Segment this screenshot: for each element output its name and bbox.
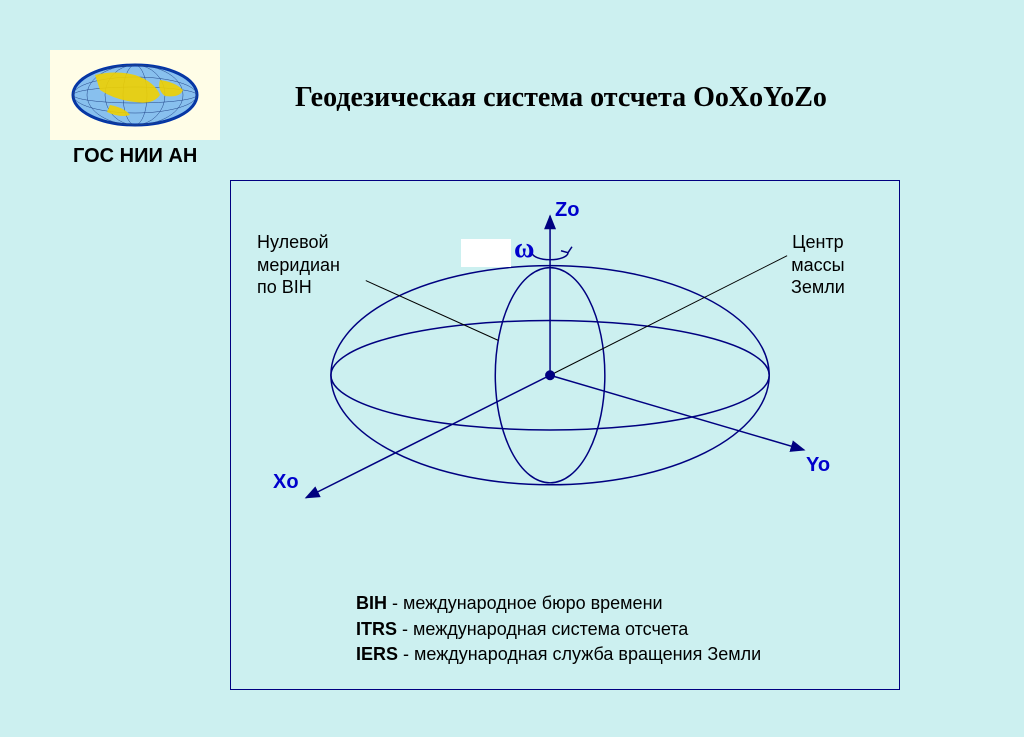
meridian-annotation: Нулевой меридиан по BIH <box>257 231 340 299</box>
page-title: Геодезическая система отсчета OoXoYoZo <box>295 82 827 114</box>
omega-bg-patch <box>461 239 511 267</box>
axis-x-text: Xo <box>273 471 299 493</box>
logo-caption: ГОС НИИ АН <box>73 145 197 168</box>
legend-desc-iers: - международная служба вращения Земли <box>398 644 761 664</box>
legend-term-bih: BIH <box>356 593 387 613</box>
meridian-line3: по BIH <box>257 276 340 299</box>
meridian-line1: Нулевой <box>257 231 340 254</box>
globe-icon <box>65 60 205 130</box>
logo-globe <box>50 50 220 140</box>
legend-term-iers: IERS <box>356 644 398 664</box>
axis-y-text: Yo <box>806 454 830 476</box>
axis-z-label: Zo <box>555 199 579 222</box>
legend: BIH - международное бюро времени ITRS - … <box>356 591 761 667</box>
legend-row-itrs: ITRS - международная система отсчета <box>356 617 761 642</box>
cm-line3: Земли <box>791 276 845 299</box>
axis-x-label: Xo <box>273 471 299 494</box>
axis-y-label: Yo <box>806 454 830 477</box>
legend-desc-bih: - международное бюро времени <box>387 593 663 613</box>
omega-text: ω <box>514 233 534 264</box>
cm-line2: массы <box>791 254 845 277</box>
center-mass-annotation: Центр массы Земли <box>791 231 845 299</box>
omega-label: ω <box>514 233 534 265</box>
cm-line1: Центр <box>791 231 845 254</box>
legend-row-bih: BIH - международное бюро времени <box>356 591 761 616</box>
meridian-line2: меридиан <box>257 254 340 277</box>
legend-term-itrs: ITRS <box>356 619 397 639</box>
axis-z-text: Zo <box>555 199 579 221</box>
legend-row-iers: IERS - международная служба вращения Зем… <box>356 642 761 667</box>
diagram-frame: Zo Xo Yo ω Нулевой меридиан по BIH Центр… <box>230 180 900 690</box>
legend-desc-itrs: - международная система отсчета <box>397 619 688 639</box>
